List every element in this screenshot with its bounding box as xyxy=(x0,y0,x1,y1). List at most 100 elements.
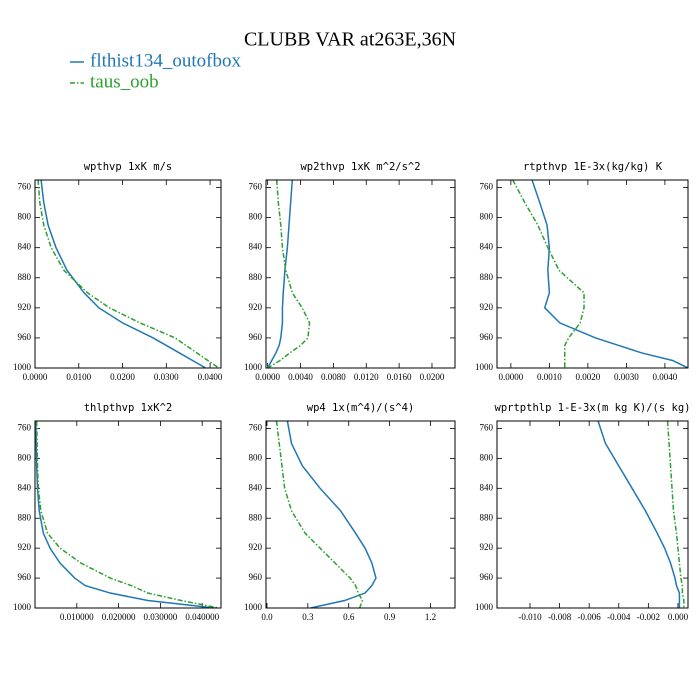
panel-title: wp2thvp 1xK m^2/s^2 xyxy=(300,161,420,173)
y-tick-label: 960 xyxy=(249,332,263,342)
x-tick-label: 0.3 xyxy=(302,612,314,622)
series-line xyxy=(666,421,685,608)
y-tick-label: 760 xyxy=(18,423,32,433)
y-tick-label: 880 xyxy=(480,512,494,522)
x-tick-label: 0.040000 xyxy=(185,612,219,622)
x-tick-label: 0.0120 xyxy=(354,372,379,382)
x-tick-label: 0.0100 xyxy=(66,372,91,382)
y-tick-label: 840 xyxy=(480,242,494,252)
series-line xyxy=(40,180,207,368)
series-line xyxy=(286,421,377,608)
y-tick-label: 960 xyxy=(18,572,32,582)
y-tick-label: 840 xyxy=(480,482,494,492)
panel: thlpthvp 1xK^2 0.010000 0.020000 0.030000 0.… xyxy=(13,402,222,622)
y-tick-label: 800 xyxy=(480,212,494,222)
x-tick-label: 0.6 xyxy=(343,612,355,622)
panel: wprtpthlp 1-E-3x(m kg K)/(s kg) -0.010 -0.… xyxy=(475,402,690,622)
plot-frame xyxy=(496,420,689,609)
y-tick-label: 800 xyxy=(480,452,494,462)
x-tick-label: 1.2 xyxy=(425,612,436,622)
x-tick-label: 0.0 xyxy=(261,612,273,622)
y-tick-label: 920 xyxy=(18,302,32,312)
x-tick-label: -0.002 xyxy=(637,612,660,622)
y-tick-label: 960 xyxy=(480,332,494,342)
y-tick-label: 880 xyxy=(18,272,32,282)
series-line xyxy=(512,180,585,368)
series-line xyxy=(35,421,220,608)
panel: wp4 1x(m^4)/(s^4) 0.0 0.3 0.6 0.9 1.2 760 800 84… xyxy=(244,402,456,622)
legend-label: taus_oob xyxy=(90,71,159,92)
panel-title: wpthvp 1xK m/s xyxy=(84,161,173,173)
y-tick-label: 760 xyxy=(480,182,494,192)
series-line xyxy=(597,421,681,608)
legend-label: flthist134_outofbox xyxy=(90,50,241,71)
y-tick-label: 1000 xyxy=(475,362,494,372)
plot-frame xyxy=(265,179,456,369)
panel: rtpthvp 1E-3x(kg/kg) K 0.0000 0.0010 0.0020… xyxy=(475,161,689,382)
y-tick-label: 800 xyxy=(18,212,32,222)
y-tick-label: 840 xyxy=(249,482,263,492)
x-tick-label: 0.0040 xyxy=(653,372,678,382)
x-tick-label: 0.020000 xyxy=(102,612,136,622)
x-tick-label: -0.004 xyxy=(607,612,631,622)
series-line xyxy=(275,421,364,608)
plot-frame xyxy=(265,420,456,609)
panel-title: wp4 1x(m^4)/(s^4) xyxy=(307,402,414,414)
x-tick-label: 0.0030 xyxy=(614,372,639,382)
y-tick-label: 1000 xyxy=(244,602,263,612)
figure-title: CLUBB VAR at263E,36N xyxy=(244,29,456,51)
plot-frame xyxy=(496,179,689,369)
x-tick-label: 0.0020 xyxy=(576,372,601,382)
y-tick-label: 960 xyxy=(18,332,32,342)
x-tick-label: -0.010 xyxy=(518,612,542,622)
x-tick-label: 0.0160 xyxy=(387,372,412,382)
x-tick-label: 0.0300 xyxy=(154,372,179,382)
y-tick-label: 840 xyxy=(18,482,32,492)
y-tick-label: 880 xyxy=(249,272,263,282)
y-tick-label: 920 xyxy=(480,302,494,312)
x-tick-label: 0.0200 xyxy=(110,372,135,382)
y-tick-label: 800 xyxy=(18,452,32,462)
y-tick-label: 880 xyxy=(18,512,32,522)
y-tick-label: 920 xyxy=(18,542,32,552)
y-tick-label: 800 xyxy=(249,452,263,462)
x-tick-label: 0.0000 xyxy=(23,372,48,382)
y-tick-label: 920 xyxy=(249,542,263,552)
y-tick-label: 880 xyxy=(249,512,263,522)
y-tick-label: 920 xyxy=(480,542,494,552)
y-tick-label: 1000 xyxy=(13,362,32,372)
panel: wp2thvp 1xK m^2/s^2 0.0000 0.0040 0.0080 0.0… xyxy=(244,161,456,382)
x-tick-label: 0.0000 xyxy=(255,372,280,382)
x-tick-label: 0.0400 xyxy=(198,372,223,382)
y-tick-label: 960 xyxy=(249,572,263,582)
x-tick-label: 0.030000 xyxy=(144,612,178,622)
x-tick-label: 0.0080 xyxy=(321,372,346,382)
series-line xyxy=(267,180,311,368)
x-tick-label: -0.008 xyxy=(548,612,572,622)
y-tick-label: 1000 xyxy=(244,362,263,372)
y-tick-label: 840 xyxy=(18,242,32,252)
x-tick-label: 0.0000 xyxy=(498,372,523,382)
x-tick-label: 0.0010 xyxy=(537,372,562,382)
plot-frame xyxy=(34,420,222,609)
y-tick-label: 800 xyxy=(249,212,263,222)
y-tick-label: 760 xyxy=(249,423,263,433)
x-tick-label: 0.010000 xyxy=(60,612,94,622)
y-tick-label: 760 xyxy=(480,423,494,433)
series-line xyxy=(266,180,294,368)
x-tick-label: 0.000 xyxy=(668,612,689,622)
y-tick-label: 880 xyxy=(480,272,494,282)
x-tick-label: -0.006 xyxy=(578,612,602,622)
y-tick-label: 840 xyxy=(249,242,263,252)
series-line xyxy=(35,421,215,608)
panel-title: wprtpthlp 1-E-3x(m kg K)/(s kg) xyxy=(495,402,691,414)
y-tick-label: 960 xyxy=(480,572,494,582)
y-tick-label: 760 xyxy=(249,182,263,192)
x-tick-label: 0.9 xyxy=(384,612,396,622)
panel-title: thlpthvp 1xK^2 xyxy=(84,402,173,414)
series-line xyxy=(531,180,688,368)
panel-title: rtpthvp 1E-3x(kg/kg) K xyxy=(523,161,663,173)
x-tick-label: 0.0200 xyxy=(420,372,445,382)
y-tick-label: 1000 xyxy=(475,602,494,612)
